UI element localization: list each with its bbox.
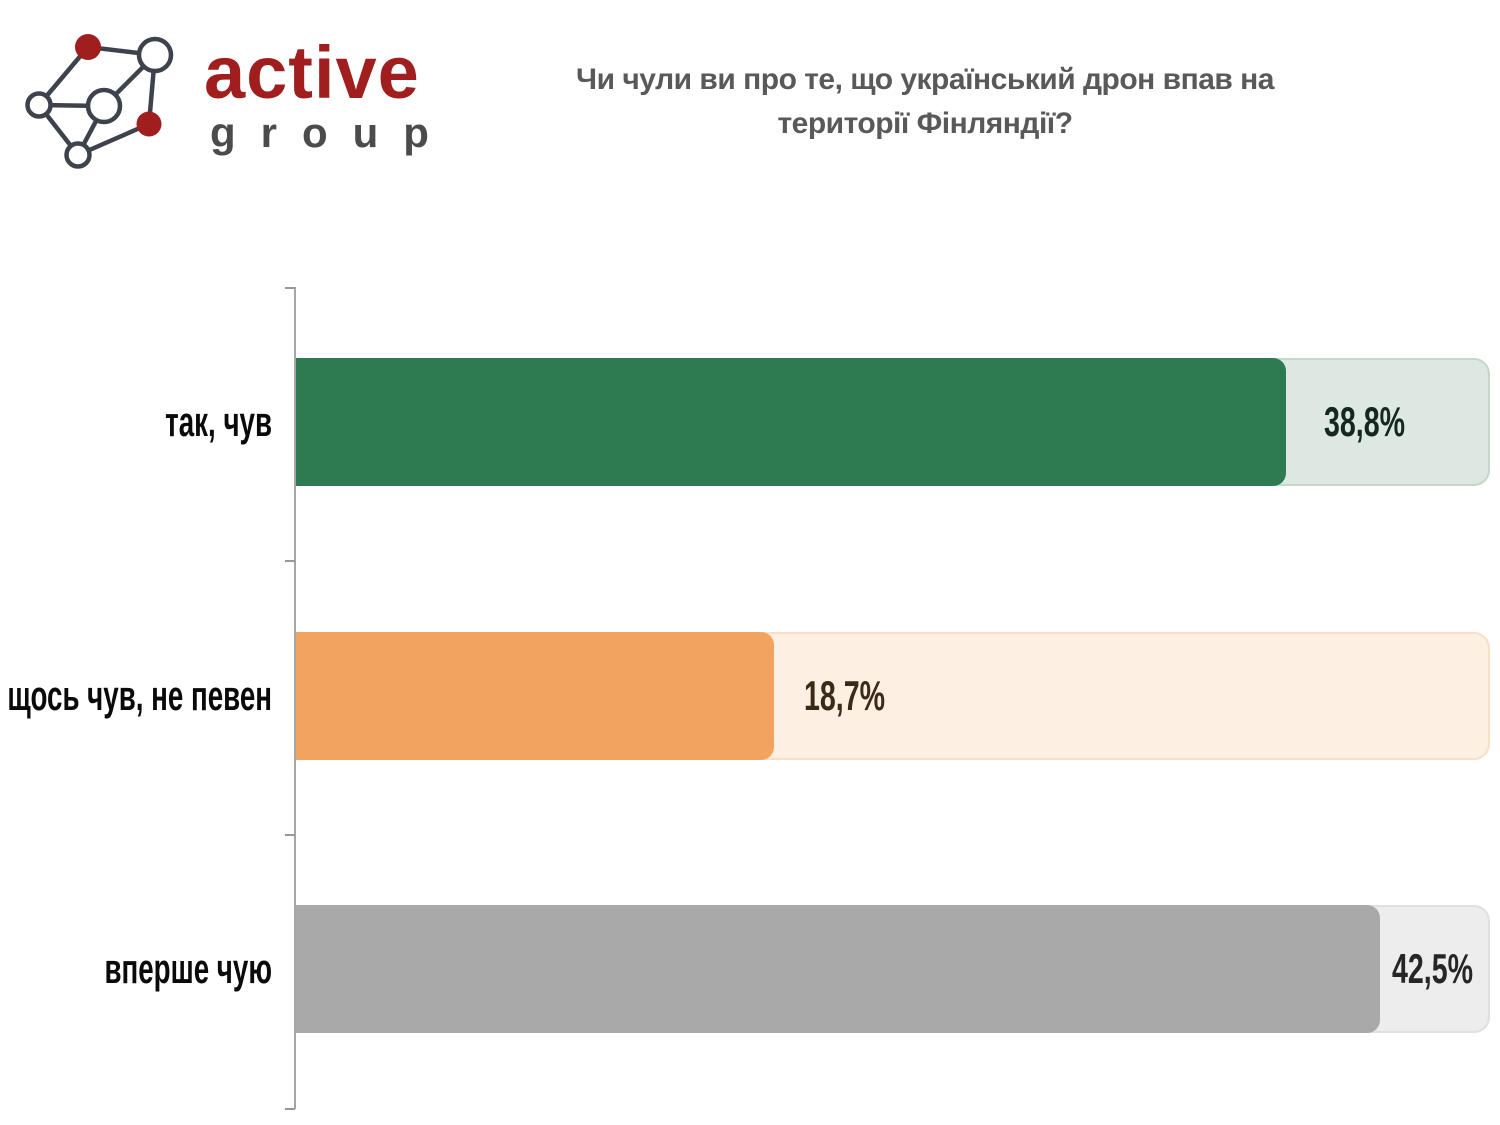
axis-tick — [285, 1108, 295, 1110]
axis-tick — [285, 287, 295, 289]
network-logo-icon — [25, 34, 174, 169]
chart-title: Чи чули ви про те, що український дрон в… — [576, 63, 1274, 140]
value-label: 18,7% — [804, 672, 885, 719]
category-label: щось чув, не певен — [7, 672, 273, 719]
category-label: вперше чую — [104, 945, 272, 992]
value-label: 38,8% — [1323, 398, 1405, 445]
chart-row: так, чув 38,8% — [0, 358, 1490, 486]
bar-track: 18,7% — [296, 632, 1490, 760]
category-label: так, чув — [165, 398, 272, 445]
axis-tick — [285, 560, 295, 562]
y-axis-line — [294, 287, 296, 1109]
chart-row: вперше чую 42,5% — [0, 905, 1490, 1033]
bar-track: 42,5% — [296, 905, 1490, 1033]
bar-track: 38,8% — [296, 358, 1490, 486]
brand-subname: group — [210, 109, 454, 156]
bar — [296, 905, 1380, 1033]
bar — [296, 632, 774, 760]
chart-row: щось чув, не певен 18,7% — [0, 632, 1490, 760]
axis-tick — [285, 834, 295, 836]
value-label: 42,5% — [1391, 945, 1473, 992]
bar — [296, 358, 1286, 486]
brand-name: active — [204, 31, 420, 114]
